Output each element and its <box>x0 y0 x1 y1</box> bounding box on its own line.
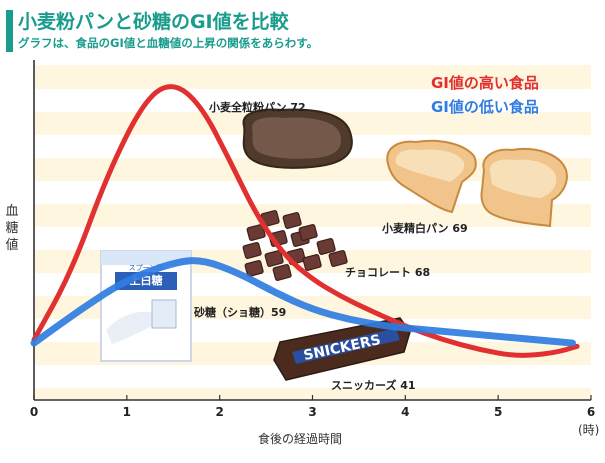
food-label-chocolate: チョコレート 68 <box>345 266 431 279</box>
x-tick-label: 4 <box>401 405 409 419</box>
series-line-low-gi <box>30 257 576 347</box>
white-toast-icon <box>386 139 477 214</box>
snickers-bar-icon: SNICKERS <box>273 317 411 381</box>
x-tick-label: 2 <box>215 405 223 419</box>
x-ticks: 0 1 2 3 4 5 6 <box>30 395 595 419</box>
x-tick-label: 0 <box>30 405 38 419</box>
legend-high-gi: GI値の高い食品 <box>431 74 539 92</box>
legend-low-gi: GI値の低い食品 <box>431 98 539 116</box>
chart-title: 小麦粉パンと砂糖のGI値を比較 <box>18 11 289 33</box>
whole-wheat-bread-icon <box>242 108 353 169</box>
y-axis-label: 血糖値 <box>5 204 19 253</box>
x-axis-unit: (時) <box>578 423 600 437</box>
food-label-whole-wheat-bread: 小麦全粒粉パン 72 <box>209 101 306 114</box>
x-tick-label: 1 <box>123 405 131 419</box>
white-toast-icon <box>480 148 568 228</box>
x-tick-label: 6 <box>587 405 595 419</box>
chart-subtitle: グラフは、食品のGI値と血糖値の上昇の関係をあらわす。 <box>18 36 319 50</box>
x-tick-label: 5 <box>494 405 502 419</box>
svg-text:スプーン印: スプーン印 <box>129 264 164 272</box>
series-line-high-gi <box>31 84 580 358</box>
food-label-snickers: スニッカーズ 41 <box>331 379 416 392</box>
series-lines <box>30 84 580 358</box>
title-accent-bar <box>6 10 13 52</box>
food-label-white-bread: 小麦精白パン 69 <box>382 222 468 235</box>
food-label-sugar: 砂糖（ショ糖）59 <box>194 306 287 319</box>
x-axis-label: 食後の経過時間 <box>258 432 343 446</box>
x-tick-label: 3 <box>308 405 316 419</box>
background-band <box>34 365 591 388</box>
background-band <box>34 89 591 112</box>
